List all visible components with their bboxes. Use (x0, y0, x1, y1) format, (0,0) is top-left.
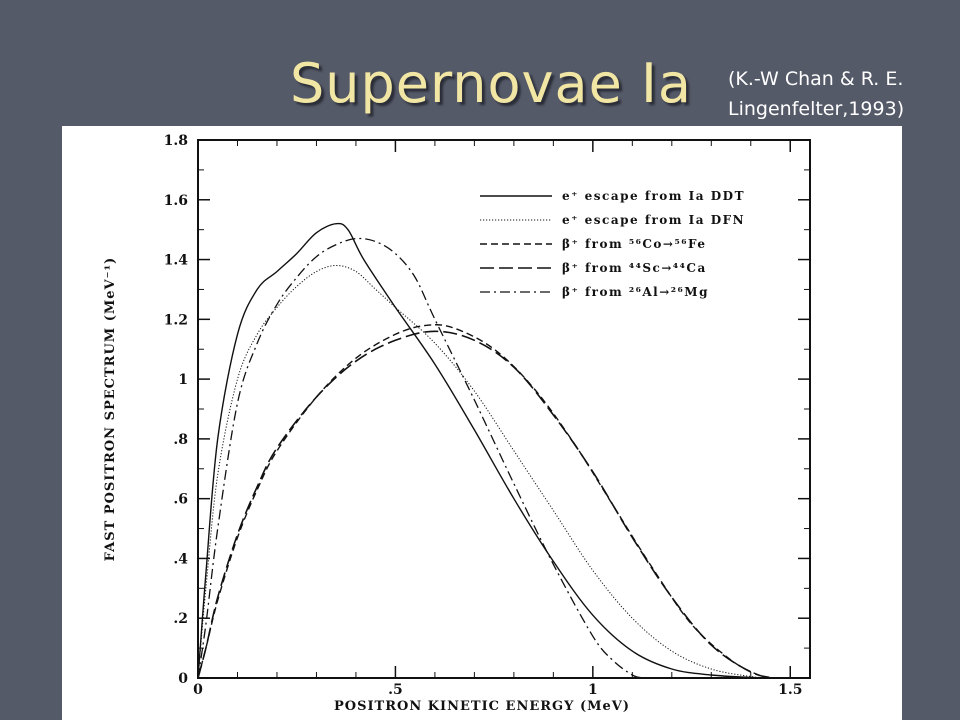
legend: e⁺ escape from Ia DDT e⁺ escape from Ia D… (480, 189, 745, 299)
chart-figure: 0 .2 .4 .6 .8 1 1.2 1.4 1.6 1.8 0 .5 1 1.5 e⁺ escape … (62, 126, 902, 720)
x-tick-label: .5 (388, 682, 403, 698)
y-tick-label: 1 (178, 372, 188, 388)
y-tick-label: 1.8 (164, 133, 188, 149)
series-line-5 (197, 237, 645, 679)
legend-entry-1: e⁺ escape from Ia DDT (562, 189, 745, 203)
y-axis-label: FAST POSITRON SPECTRUM (MeV⁻¹) (103, 257, 118, 562)
citation-line-1: (K.-W Chan & R. E. (728, 68, 904, 90)
y-tick-label: 0 (178, 671, 188, 687)
y-tick-label: 1.6 (164, 193, 188, 209)
legend-entry-5: β⁺ from ²⁶Al→²⁶Mg (562, 285, 709, 299)
curves (197, 222, 775, 679)
y-tick-label: .8 (173, 432, 188, 448)
y-tick-label: .2 (173, 611, 188, 627)
citation: (K.-W Chan & R. E. Lingenfelter,1993) (728, 64, 904, 124)
x-tick-label: 1.5 (778, 682, 802, 698)
series-line-2 (197, 264, 771, 679)
y-tick-label: 1.2 (164, 312, 188, 328)
series-line-4 (197, 330, 775, 679)
axis-ticks: 0 .2 .4 .6 .8 1 1.2 1.4 1.6 1.8 0 .5 1 1.5 (164, 133, 810, 698)
legend-entry-2: e⁺ escape from Ia DFN (562, 213, 745, 227)
spectrum-chart: 0 .2 .4 .6 .8 1 1.2 1.4 1.6 1.8 0 .5 1 1.5 e⁺ escape … (103, 133, 811, 714)
y-tick-label: .6 (173, 492, 188, 508)
series-line-3 (197, 324, 775, 679)
x-tick-label: 0 (193, 682, 203, 698)
x-axis-label: POSITRON KINETIC ENERGY (MeV) (334, 699, 630, 714)
series-line-1 (197, 222, 771, 679)
y-tick-label: 1.4 (164, 253, 189, 269)
x-tick-label: 1 (588, 682, 598, 698)
citation-line-2: Lingenfelter,1993) (728, 98, 905, 120)
y-tick-label: .4 (173, 551, 188, 567)
legend-entry-4: β⁺ from ⁴⁴Sc→⁴⁴Ca (562, 261, 707, 275)
legend-entry-3: β⁺ from ⁵⁶Co→⁵⁶Fe (562, 237, 706, 251)
slide-title: Supernovae Ia (290, 52, 692, 115)
